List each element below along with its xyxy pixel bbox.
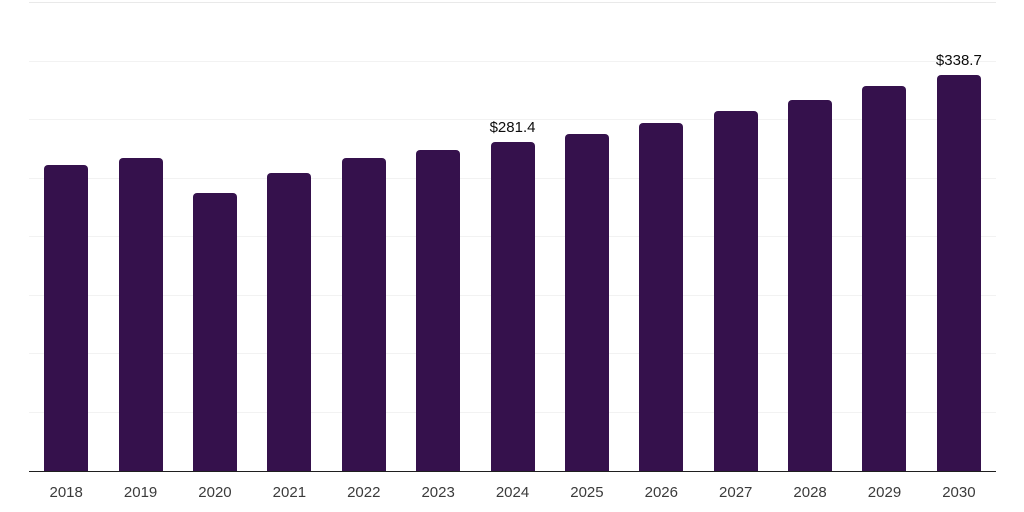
- bar-slot: [29, 3, 103, 471]
- bar-slot: [103, 3, 177, 471]
- bar-slot: [327, 3, 401, 471]
- bar-2021[interactable]: [267, 173, 312, 471]
- bar-slot: [624, 3, 698, 471]
- x-axis-label-2024: 2024: [495, 484, 530, 501]
- bar-2028[interactable]: [788, 99, 833, 471]
- gridline: [29, 60, 996, 62]
- bar-2023[interactable]: [416, 149, 461, 471]
- bar-slot: $338.7: [922, 3, 996, 471]
- bar-slot: [847, 3, 921, 471]
- bar-slot: [252, 3, 326, 471]
- bar-2029[interactable]: [862, 86, 907, 471]
- x-axis-label-2023: 2023: [421, 484, 455, 501]
- bar-value-label-2030: $338.7: [935, 51, 982, 69]
- bar-2026[interactable]: [639, 122, 684, 471]
- bar-value-label-2024: $281.4: [489, 118, 536, 136]
- x-axis-label-2020: 2020: [198, 484, 232, 501]
- x-axis-label-2021: 2021: [272, 484, 307, 501]
- bar-slot: [773, 3, 847, 471]
- x-axis-label-2019: 2019: [123, 484, 158, 501]
- x-axis-label-2026: 2026: [644, 484, 678, 501]
- x-axis-label-2030: 2030: [942, 484, 976, 501]
- gridline: [29, 119, 996, 120]
- bar-2030[interactable]: [936, 74, 981, 471]
- bars-row: $281.4 $338.7: [29, 3, 996, 471]
- x-axis-label-2027: 2027: [719, 484, 753, 501]
- plot-area: $281.4 $338.7: [29, 2, 996, 472]
- bar-2025[interactable]: [564, 133, 609, 471]
- x-axis-label-2018: 2018: [49, 484, 83, 501]
- bar-slot: [401, 3, 475, 471]
- bar-slot: [178, 3, 252, 471]
- bar-2019[interactable]: [118, 157, 163, 471]
- x-axis-label-2029: 2029: [867, 484, 902, 501]
- bar-slot: $281.4: [475, 3, 549, 471]
- x-axis-label-2028: 2028: [793, 484, 827, 501]
- bar-2020[interactable]: [192, 193, 237, 471]
- bar-2027[interactable]: [713, 111, 758, 471]
- bar-2018[interactable]: [44, 164, 89, 471]
- bar-slot: [699, 3, 773, 471]
- x-axis-label-2025: 2025: [570, 484, 604, 501]
- x-axis-label-2022: 2022: [347, 484, 381, 501]
- x-axis: 2018 2019 2020 2021 2022 2023 2024 2025 2026 2027…: [29, 472, 996, 512]
- bar-2024[interactable]: [490, 141, 535, 471]
- bar-slot: [550, 3, 624, 471]
- bar-2022[interactable]: [341, 158, 386, 471]
